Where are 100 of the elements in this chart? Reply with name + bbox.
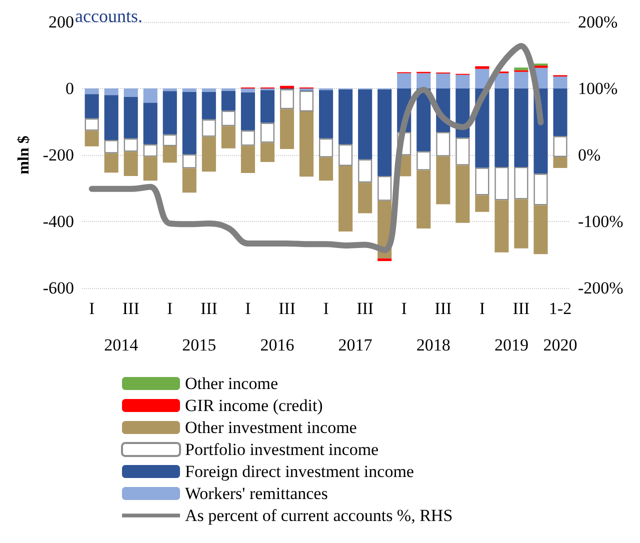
bar xyxy=(202,88,216,92)
bar xyxy=(162,146,177,163)
legend-label: Portfolio investment income xyxy=(185,440,379,459)
bar xyxy=(378,176,392,201)
text: 2019 xyxy=(494,336,528,354)
bar xyxy=(260,90,275,123)
bar xyxy=(240,146,255,173)
bar xyxy=(534,174,548,206)
y2-tick-label: -200% xyxy=(578,278,624,298)
bar xyxy=(494,73,509,88)
bar xyxy=(416,151,431,170)
bar xyxy=(182,92,196,154)
x-tick-label: III xyxy=(122,299,140,318)
bar xyxy=(162,88,177,92)
y-tick-label: -200 xyxy=(42,146,74,164)
bar xyxy=(475,66,490,69)
bar xyxy=(494,88,509,167)
bar xyxy=(104,140,118,154)
text: 2018 xyxy=(416,336,450,354)
bar xyxy=(240,88,255,92)
bar xyxy=(436,132,450,156)
bar xyxy=(553,136,568,157)
bar xyxy=(319,90,334,138)
bar xyxy=(84,130,99,146)
bar xyxy=(338,144,353,166)
bar xyxy=(475,195,490,212)
text: 2017 xyxy=(338,336,373,354)
bar xyxy=(358,90,372,160)
bar xyxy=(124,88,138,97)
bar xyxy=(124,152,138,176)
bar xyxy=(378,258,392,262)
bar xyxy=(358,159,372,183)
x-tick-label: III xyxy=(512,299,530,318)
legend-label: Workers' remittances xyxy=(185,484,328,503)
bar xyxy=(299,111,314,177)
bar xyxy=(202,92,216,120)
y-tick-label: -600 xyxy=(42,278,74,298)
bar xyxy=(124,96,138,138)
bar xyxy=(338,166,353,232)
legend-label: Foreign direct investment income xyxy=(185,462,414,481)
x-tick-label: III xyxy=(434,299,452,318)
y2-tick-label: 100% xyxy=(578,79,618,98)
bar xyxy=(456,74,470,88)
text: 2020 xyxy=(543,336,578,354)
x-tick-label: I xyxy=(323,299,330,318)
bar xyxy=(162,91,177,134)
x-tick-label: I xyxy=(88,299,95,318)
bar xyxy=(436,74,450,88)
bar xyxy=(319,157,334,181)
bar xyxy=(84,94,99,118)
bar xyxy=(514,72,528,88)
bar xyxy=(416,73,431,88)
bar xyxy=(143,156,158,181)
bar xyxy=(124,138,138,152)
bar xyxy=(553,76,568,88)
bar xyxy=(514,166,528,200)
bar xyxy=(534,205,548,254)
y-tick-label: 0 xyxy=(66,79,74,98)
bar xyxy=(514,199,528,248)
bar xyxy=(143,88,158,103)
bar xyxy=(143,144,158,157)
bar xyxy=(514,68,528,70)
text: 2014 xyxy=(104,336,139,354)
legend-label: GIR income (credit) xyxy=(185,396,323,415)
bar xyxy=(280,109,294,150)
x-tick-label: I xyxy=(167,299,174,318)
bar xyxy=(280,89,294,110)
bar xyxy=(84,88,99,94)
bar xyxy=(436,156,450,204)
y2-tick-label: 0% xyxy=(578,146,601,164)
x-tick-label: I xyxy=(245,299,252,318)
x-tick-label: III xyxy=(200,299,218,318)
bar xyxy=(182,88,196,92)
bar xyxy=(104,153,118,173)
bar xyxy=(280,86,294,88)
bar xyxy=(514,88,528,167)
bar xyxy=(143,102,158,144)
bar xyxy=(494,166,509,200)
bar xyxy=(494,200,509,252)
bar xyxy=(416,170,431,228)
legend-label: Other income xyxy=(185,374,278,393)
x-tick-label: III xyxy=(356,299,374,318)
legend-label: Other investment income xyxy=(185,418,357,437)
bar xyxy=(299,90,314,112)
chart-title: accounts. xyxy=(75,6,142,26)
bar xyxy=(84,118,99,131)
y2-tick-label: 200% xyxy=(578,12,618,32)
x-tick-label: III xyxy=(278,299,296,318)
bar xyxy=(456,138,470,166)
bar xyxy=(338,90,353,144)
bar xyxy=(397,73,412,88)
bar xyxy=(104,88,118,96)
text: 2015 xyxy=(182,336,216,354)
bar xyxy=(475,168,490,196)
bar xyxy=(221,90,236,111)
y-tick-label: 200 xyxy=(48,12,74,32)
legend-label: As percent of current accounts %, RHS xyxy=(185,506,453,525)
bar xyxy=(456,165,470,223)
bar xyxy=(260,122,275,143)
bar xyxy=(202,136,216,172)
